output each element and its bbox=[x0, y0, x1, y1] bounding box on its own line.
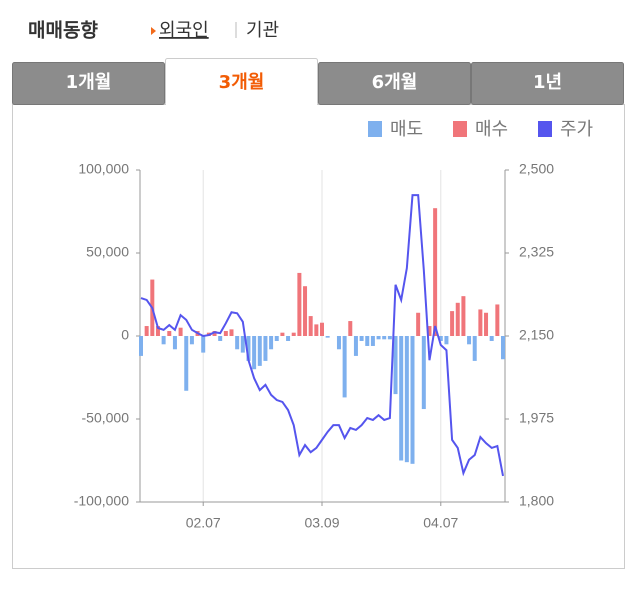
period-tab[interactable] bbox=[471, 62, 624, 105]
bar bbox=[325, 336, 330, 338]
bar bbox=[433, 208, 438, 336]
bar bbox=[444, 336, 449, 345]
bar bbox=[161, 336, 166, 345]
bar bbox=[252, 336, 257, 370]
bar bbox=[155, 326, 160, 336]
legend-swatch bbox=[368, 121, 382, 137]
bar bbox=[320, 322, 324, 336]
y2-tick-label: 2,325 bbox=[519, 244, 554, 260]
bar bbox=[246, 336, 251, 361]
bar bbox=[139, 336, 143, 356]
y2-tick-label: 1,975 bbox=[519, 410, 554, 426]
period-tab-label[interactable]: 1개월 bbox=[66, 72, 112, 93]
chart-box bbox=[12, 104, 625, 569]
bar bbox=[212, 331, 217, 336]
bar bbox=[359, 336, 364, 341]
bar bbox=[257, 336, 262, 366]
bar bbox=[404, 336, 409, 463]
bar bbox=[399, 336, 404, 461]
bar bbox=[461, 296, 466, 336]
bar bbox=[450, 311, 455, 336]
bar bbox=[167, 331, 172, 336]
bar bbox=[291, 332, 296, 336]
price-line bbox=[140, 194, 504, 477]
bar bbox=[223, 331, 228, 336]
bar bbox=[229, 329, 234, 336]
investor-tab[interactable]: 외국인 bbox=[159, 20, 209, 41]
bar bbox=[376, 336, 381, 340]
bar bbox=[467, 336, 472, 345]
x-tick-label: 03.09 bbox=[304, 515, 339, 531]
bar bbox=[348, 321, 353, 336]
bar bbox=[370, 336, 375, 346]
arrow-icon bbox=[151, 27, 156, 35]
y2-tick-label: 2,150 bbox=[519, 327, 554, 343]
y-tick-label: -50,000 bbox=[82, 410, 130, 426]
bar bbox=[410, 336, 415, 464]
y-tick-label: -100,000 bbox=[74, 493, 129, 509]
section-title: 매매동향 bbox=[28, 20, 98, 42]
bar bbox=[472, 336, 477, 361]
bar bbox=[382, 336, 387, 340]
legend-swatch bbox=[453, 121, 467, 137]
bar bbox=[297, 272, 302, 336]
bar bbox=[201, 336, 206, 353]
bar bbox=[286, 336, 291, 341]
y2-tick-label: 2,500 bbox=[519, 161, 554, 177]
bar bbox=[438, 336, 443, 341]
bar bbox=[178, 327, 183, 336]
bar bbox=[303, 286, 308, 336]
bar bbox=[184, 336, 189, 391]
bar bbox=[263, 336, 268, 361]
legend-label: 주가 bbox=[560, 119, 593, 140]
bar bbox=[387, 336, 392, 340]
bar bbox=[172, 336, 177, 350]
bar bbox=[495, 304, 500, 336]
bar bbox=[365, 336, 370, 346]
bar bbox=[240, 336, 245, 353]
bar bbox=[314, 324, 319, 336]
bar bbox=[484, 312, 489, 336]
bar bbox=[269, 336, 274, 350]
x-tick-label: 02.07 bbox=[186, 515, 221, 531]
bar bbox=[421, 336, 426, 410]
tab-cover bbox=[166, 102, 317, 106]
bar bbox=[235, 336, 240, 350]
bar bbox=[342, 336, 347, 398]
bar bbox=[393, 336, 398, 395]
bar bbox=[308, 316, 313, 336]
period-tab[interactable] bbox=[12, 62, 165, 105]
bar bbox=[336, 336, 341, 350]
bar bbox=[189, 336, 194, 345]
bar bbox=[144, 326, 149, 336]
bar bbox=[427, 326, 432, 336]
bar bbox=[501, 336, 505, 360]
bar bbox=[478, 309, 483, 336]
bar bbox=[274, 336, 279, 341]
bar bbox=[280, 332, 285, 336]
legend-label: 매수 bbox=[475, 119, 508, 140]
y-tick-label: 0 bbox=[121, 327, 129, 343]
y2-tick-label: 1,800 bbox=[519, 493, 554, 509]
investor-tab[interactable]: 기관 bbox=[246, 20, 279, 41]
period-tab-label[interactable]: 3개월 bbox=[219, 72, 265, 93]
legend-label: 매도 bbox=[390, 119, 423, 140]
x-tick-label: 04.07 bbox=[423, 515, 458, 531]
y-tick-label: 50,000 bbox=[86, 244, 129, 260]
y-tick-label: 100,000 bbox=[78, 161, 129, 177]
bar bbox=[489, 336, 494, 341]
period-tab-label[interactable]: 1년 bbox=[533, 72, 562, 93]
bar bbox=[218, 336, 223, 341]
bar bbox=[455, 302, 460, 336]
bar bbox=[416, 312, 421, 336]
bar bbox=[353, 336, 358, 356]
legend-swatch bbox=[538, 121, 552, 137]
period-tab[interactable] bbox=[318, 62, 471, 105]
period-tab-label[interactable]: 6개월 bbox=[372, 72, 418, 93]
